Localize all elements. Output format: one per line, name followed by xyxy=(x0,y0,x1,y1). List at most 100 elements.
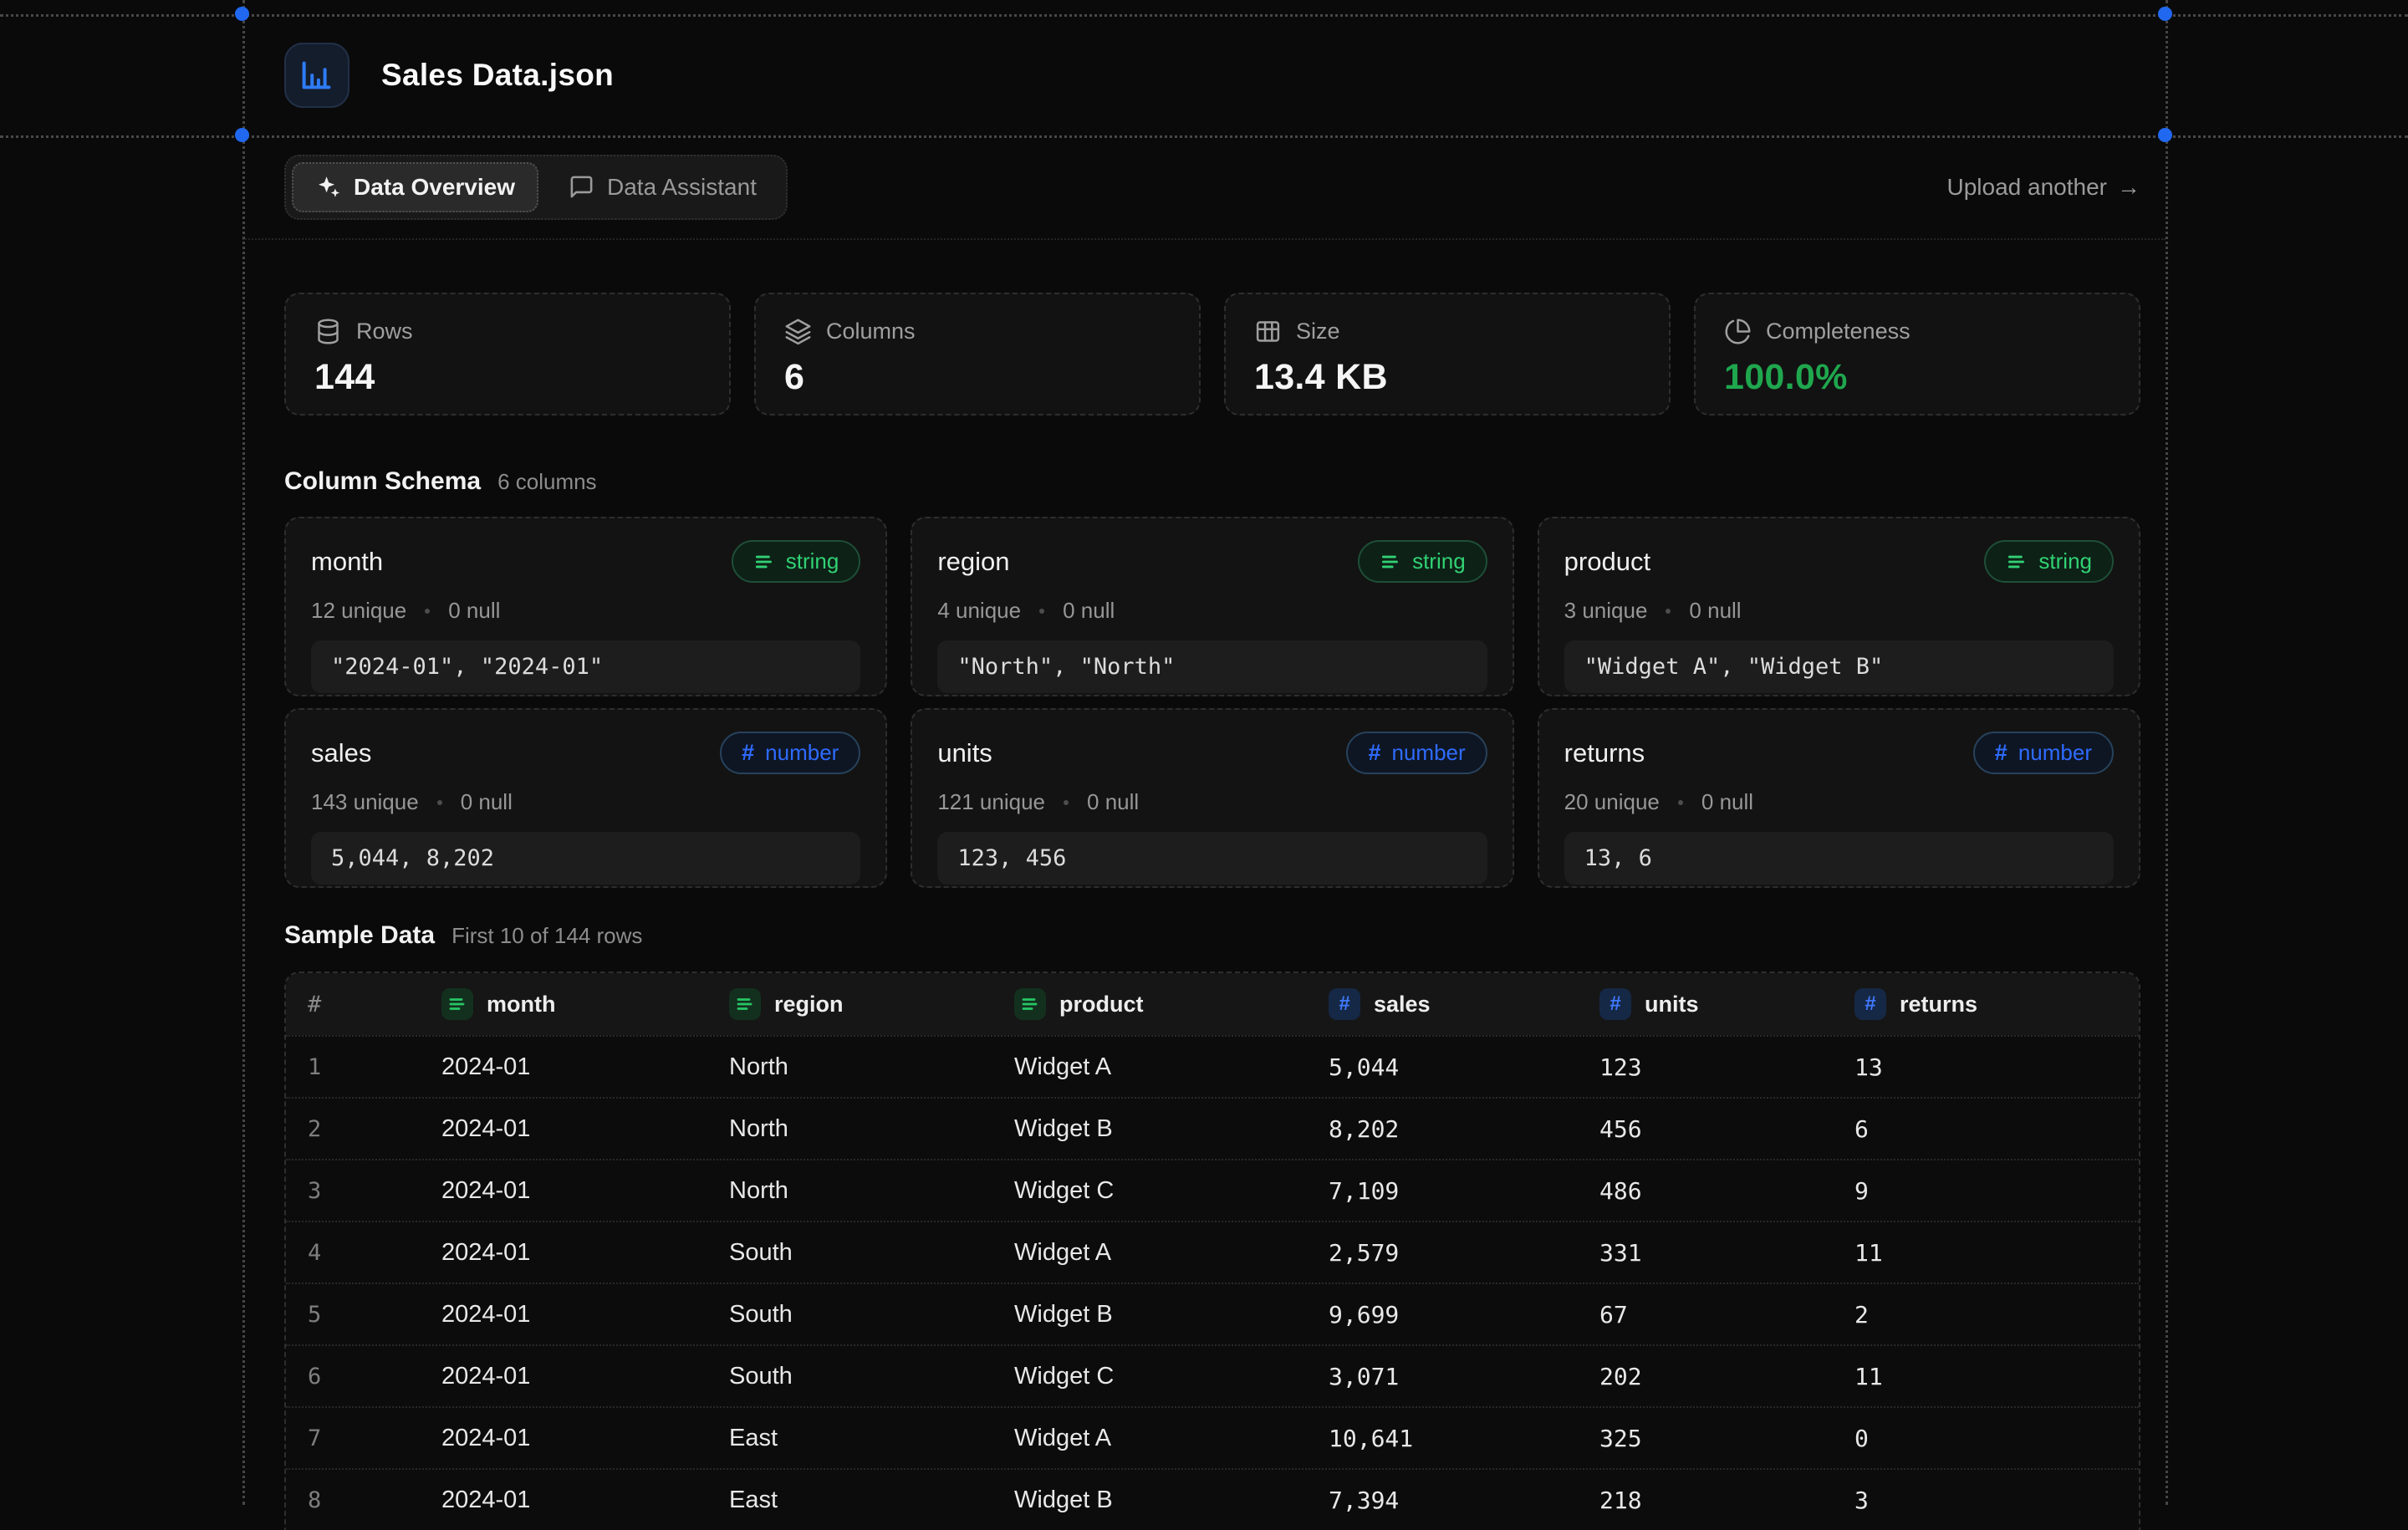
table-cell: 9,699 xyxy=(1329,1301,1599,1329)
selection-handle[interactable] xyxy=(2158,7,2172,21)
schema-card-sales: sales#number143 unique0 null5,044, 8,202 xyxy=(284,708,887,888)
column-stats: 4 unique0 null xyxy=(937,598,1487,624)
selection-guide-top xyxy=(0,14,2408,17)
type-badge-label: number xyxy=(2018,740,2092,766)
schema-card-top: returns#number xyxy=(1564,732,2114,774)
table-cell: 67 xyxy=(1599,1301,1854,1329)
table-cell: 2024-01 xyxy=(441,1301,729,1329)
unique-count: 121 unique xyxy=(937,789,1045,815)
table-cell: 5,044 xyxy=(1329,1053,1599,1081)
table-row[interactable]: 42024-01SouthWidget A2,57933111 xyxy=(286,1221,2139,1283)
column-name: product xyxy=(1564,547,1650,577)
column-header-label: returns xyxy=(1900,992,1977,1017)
column-header-label: month xyxy=(487,992,555,1017)
tab-data-assistant[interactable]: Data Assistant xyxy=(545,162,780,212)
table-cell: 10,641 xyxy=(1329,1425,1599,1452)
stat-value: 100.0% xyxy=(1724,357,2110,398)
column-header-label: units xyxy=(1645,992,1699,1017)
column-schema-title: Column Schema xyxy=(284,467,481,496)
upload-another-label: Upload another xyxy=(1947,174,2107,201)
bar-chart-icon xyxy=(284,43,349,108)
table-cell: Widget A xyxy=(1014,1239,1329,1267)
table-cell: North xyxy=(729,1115,1014,1143)
table-row[interactable]: 12024-01NorthWidget A5,04412313 xyxy=(286,1035,2139,1097)
table-cell: 2024-01 xyxy=(441,1363,729,1390)
stat-label: Size xyxy=(1296,319,1340,344)
file-header: Sales Data.json xyxy=(242,14,2166,135)
type-badge-string: string xyxy=(1984,540,2114,583)
column-header-region[interactable]: region xyxy=(729,988,1014,1020)
selection-handle[interactable] xyxy=(235,7,249,21)
stat-card-completeness: Completeness 100.0% xyxy=(1694,293,2140,416)
column-header-returns[interactable]: # returns xyxy=(1854,988,2139,1020)
unique-count: 4 unique xyxy=(937,598,1021,624)
type-badge-label: number xyxy=(765,740,839,766)
database-icon xyxy=(314,318,342,345)
hash-glyph: # xyxy=(1865,992,1875,1016)
column-stats: 3 unique0 null xyxy=(1564,598,2114,624)
data-file-panel: Sales Data.json Data OverviewData Assist… xyxy=(242,0,2166,1505)
table-cell: 7,109 xyxy=(1329,1177,1599,1205)
arrow-right-icon: → xyxy=(2117,174,2140,201)
table-cell: Widget A xyxy=(1014,1053,1329,1081)
hash-icon: # xyxy=(742,740,754,766)
sample-data-subtitle: First 10 of 144 rows xyxy=(452,923,642,949)
table-cell: Widget B xyxy=(1014,1301,1329,1329)
column-header-product[interactable]: product xyxy=(1014,988,1329,1020)
column-name: units xyxy=(937,738,992,768)
file-title: Sales Data.json xyxy=(381,58,614,93)
table-row[interactable]: 72024-01EastWidget A10,6413250 xyxy=(286,1406,2139,1468)
column-header-units[interactable]: #units xyxy=(1599,988,1854,1020)
null-count: 0 null xyxy=(1087,789,1139,815)
table-row[interactable]: 62024-01SouthWidget C3,07120211 xyxy=(286,1344,2139,1406)
upload-another-link[interactable]: Upload another → xyxy=(1947,174,2140,201)
selection-guide-left xyxy=(242,0,245,1505)
schema-card-region: regionstring4 unique0 null"North", "Nort… xyxy=(911,517,1513,696)
table-cell: North xyxy=(729,1053,1014,1081)
align-left-icon xyxy=(1380,551,1401,573)
table-cell: 4 xyxy=(308,1240,441,1266)
table-cell: Widget B xyxy=(1014,1115,1329,1143)
table-cell: Widget A xyxy=(1014,1425,1329,1452)
table-row[interactable]: 52024-01SouthWidget B9,699672 xyxy=(286,1283,2139,1344)
align-left-icon xyxy=(1014,988,1046,1020)
table-cell: Widget B xyxy=(1014,1487,1329,1514)
stat-value: 6 xyxy=(784,357,1171,398)
stat-value: 13.4 KB xyxy=(1254,357,1640,398)
column-stats: 121 unique 0 null xyxy=(937,789,1487,815)
app-canvas: { "header": { "file_name": "Sales Data.j… xyxy=(0,0,2408,1505)
stat-card-head: Completeness xyxy=(1724,318,2110,345)
table-cell: 7 xyxy=(308,1425,441,1451)
table-row[interactable]: 82024-01EastWidget B7,3942183 xyxy=(286,1468,2139,1530)
table-cell: 0 xyxy=(1854,1425,2139,1452)
selection-handle[interactable] xyxy=(235,128,249,142)
table-cell: 486 xyxy=(1599,1177,1854,1205)
column-header-label: sales xyxy=(1374,992,1431,1017)
tab-data-overview[interactable]: Data Overview xyxy=(292,162,538,212)
type-badge-label: number xyxy=(1392,740,1466,766)
stat-label: Columns xyxy=(826,319,916,344)
table-cell: 11 xyxy=(1854,1363,2139,1390)
table-cell: South xyxy=(729,1301,1014,1329)
table-body: 12024-01NorthWidget A5,0441231322024-01N… xyxy=(286,1035,2139,1530)
selection-handle[interactable] xyxy=(2158,128,2172,142)
stat-card-rows: Rows144 xyxy=(284,293,731,416)
sample-values: "North", "North" xyxy=(937,640,1487,693)
table-row[interactable]: 32024-01NorthWidget C7,1094869 xyxy=(286,1159,2139,1221)
toolbar: Data OverviewData Assistant Upload anoth… xyxy=(242,135,2166,240)
column-header-sales[interactable]: # sales xyxy=(1329,988,1599,1020)
sample-values: 123, 456 xyxy=(937,832,1487,885)
sample-values: "2024-01", "2024-01" xyxy=(311,640,860,693)
unique-count: 12 unique xyxy=(311,598,406,624)
column-schema-subtitle: 6 columns xyxy=(497,469,597,495)
schema-card-units: units#number121 unique0 null123, 456 xyxy=(911,708,1513,888)
sample-values: 5,044, 8,202 xyxy=(311,832,860,885)
column-header-month[interactable]: month xyxy=(441,988,729,1020)
align-left-icon xyxy=(753,551,775,573)
table-row[interactable]: 22024-01NorthWidget B8,2024566 xyxy=(286,1097,2139,1159)
table-cell: South xyxy=(729,1363,1014,1390)
schema-card-top: product string xyxy=(1564,540,2114,583)
hash-glyph: # xyxy=(1339,992,1349,1016)
table-cell: 13 xyxy=(1854,1053,2139,1081)
dot-separator xyxy=(1666,609,1671,614)
